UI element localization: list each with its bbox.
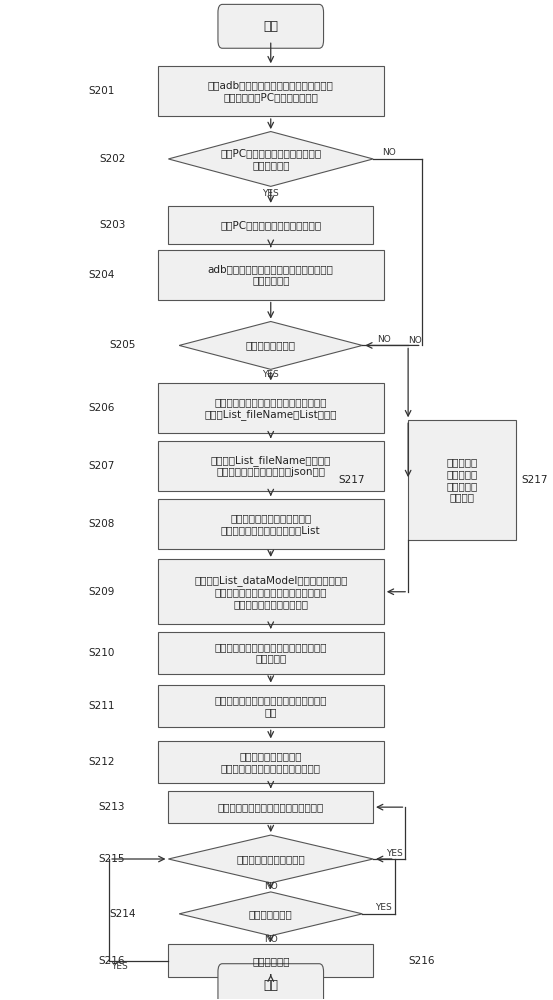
Polygon shape — [179, 321, 362, 369]
Text: S210: S210 — [88, 648, 114, 658]
FancyBboxPatch shape — [158, 741, 384, 783]
Text: S212: S212 — [88, 757, 114, 767]
Text: 使用adb命令，将移动设备中预先存在的测
试文件拷贝到PC机中指定路径下: 使用adb命令，将移动设备中预先存在的测 试文件拷贝到PC机中指定路径下 — [208, 80, 333, 102]
Text: S211: S211 — [88, 701, 114, 711]
Text: S209: S209 — [88, 587, 114, 597]
Text: YES: YES — [375, 903, 392, 912]
Text: S206: S206 — [88, 403, 114, 413]
Text: S217: S217 — [521, 475, 548, 485]
Text: 查询PC机指定路径下是否存在新拷
贝的测试文件: 查询PC机指定路径下是否存在新拷 贝的测试文件 — [220, 148, 321, 170]
Text: S203: S203 — [99, 220, 126, 230]
Text: 文件上传入库: 文件上传入库 — [252, 956, 290, 966]
Text: S207: S207 — [88, 461, 114, 471]
Text: adb命令会将移动设备中指定目录下的所有
文件进行拷贝: adb命令会将移动设备中指定目录下的所有 文件进行拷贝 — [208, 264, 333, 285]
FancyBboxPatch shape — [158, 383, 384, 433]
Text: YES: YES — [387, 849, 403, 858]
Text: NO: NO — [377, 335, 391, 344]
Text: S205: S205 — [109, 340, 136, 350]
Text: S217: S217 — [338, 475, 365, 485]
Text: YES: YES — [262, 189, 279, 198]
Polygon shape — [169, 835, 373, 883]
Text: 结束: 结束 — [263, 979, 278, 992]
Text: 开始: 开始 — [263, 20, 278, 33]
Text: 所有结果表记录均关联上述存入的基础表
记录: 所有结果表记录均关联上述存入的基础表 记录 — [215, 696, 327, 717]
Text: 是否存在该文件: 是否存在该文件 — [249, 909, 293, 919]
Text: NO: NO — [408, 336, 421, 345]
Text: 解析多媒体数据，将指
目录下的所有文件进行循环遍历解析: 解析多媒体数据，将指 目录下的所有文件进行循环遍历解析 — [221, 751, 321, 773]
Polygon shape — [179, 892, 362, 936]
Text: 记录错误日
志并将出错
提示信息发
送给用户: 记录错误日 志并将出错 提示信息发 送给用户 — [446, 458, 478, 502]
Text: 将指定文件夹中的文件循环获取，存放在
命名为List_fileName的List文件中: 将指定文件夹中的文件循环获取，存放在 命名为List_fileName的List… — [205, 397, 337, 420]
Text: 循环遍历List_dataModel，获取各个数据模
型对象，将数据模型对象中的基础表数据
进行解析，存入属性数据库: 循环遍历List_dataModel，获取各个数据模 型对象，将数据模型对象中的… — [194, 575, 347, 609]
Text: NO: NO — [264, 935, 278, 944]
Polygon shape — [169, 132, 373, 186]
Text: 将数据转化到数据模型对象，
并保存成一个数据模型对象的List: 将数据转化到数据模型对象， 并保存成一个数据模型对象的List — [221, 513, 321, 535]
Text: 解析数据模型对象中的结果表数据，存入
结果数据库: 解析数据模型对象中的结果表数据，存入 结果数据库 — [215, 642, 327, 663]
FancyBboxPatch shape — [169, 944, 373, 977]
Text: 与多媒体数据库中的文件进行对比校验: 与多媒体数据库中的文件进行对比校验 — [218, 802, 324, 812]
Text: S213: S213 — [99, 802, 126, 812]
Text: 拷贝操作是否成功: 拷贝操作是否成功 — [246, 340, 296, 350]
Text: S216: S216 — [408, 956, 435, 966]
Text: S208: S208 — [88, 519, 114, 529]
Text: 循环遍历List_fileName，读取文
件内容，将文件内容转化为json格式: 循环遍历List_fileName，读取文 件内容，将文件内容转化为json格式 — [211, 455, 331, 477]
FancyBboxPatch shape — [158, 685, 384, 727]
FancyBboxPatch shape — [408, 420, 516, 540]
Text: YES: YES — [262, 370, 279, 379]
Text: S216: S216 — [99, 956, 126, 966]
Text: NO: NO — [264, 882, 278, 891]
FancyBboxPatch shape — [218, 964, 324, 1000]
FancyBboxPatch shape — [158, 66, 384, 116]
FancyBboxPatch shape — [169, 791, 373, 823]
Text: S215: S215 — [99, 854, 126, 864]
FancyBboxPatch shape — [158, 250, 384, 300]
FancyBboxPatch shape — [158, 632, 384, 674]
Text: 是否已经执行完所有文件: 是否已经执行完所有文件 — [236, 854, 305, 864]
FancyBboxPatch shape — [218, 4, 324, 48]
FancyBboxPatch shape — [158, 559, 384, 624]
FancyBboxPatch shape — [158, 441, 384, 491]
Text: S214: S214 — [109, 909, 136, 919]
Text: YES: YES — [112, 962, 128, 971]
FancyBboxPatch shape — [158, 499, 384, 549]
Text: S201: S201 — [88, 86, 114, 96]
Text: S204: S204 — [88, 270, 114, 280]
Text: NO: NO — [382, 148, 396, 157]
Text: 删除PC机中指定目录下的测试文件: 删除PC机中指定目录下的测试文件 — [220, 220, 321, 230]
FancyBboxPatch shape — [169, 206, 373, 244]
Text: S202: S202 — [99, 154, 126, 164]
